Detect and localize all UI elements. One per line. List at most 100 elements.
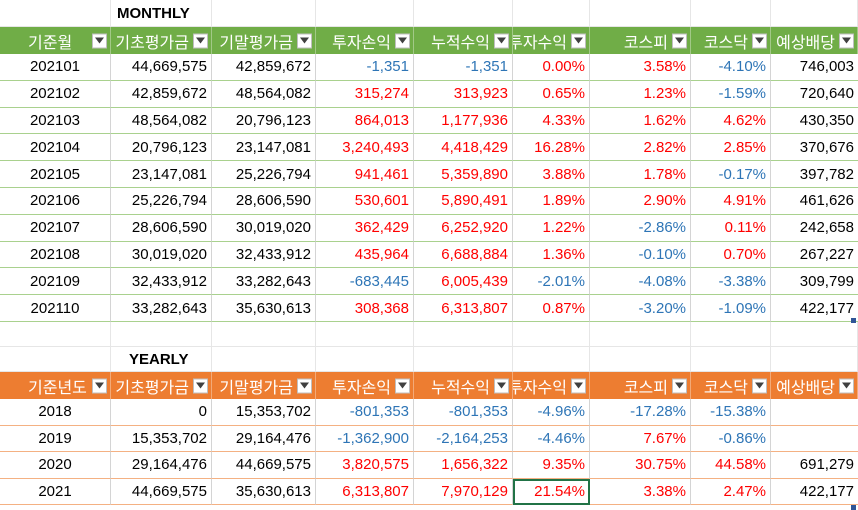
table-cell[interactable]: 267,227 [771,242,858,269]
table-cell[interactable]: -4.46% [513,425,590,452]
cell[interactable] [771,347,858,372]
table-cell[interactable]: -4.96% [513,399,590,426]
column-header[interactable]: 투자수익 [513,372,590,399]
table-cell[interactable]: 42,859,672 [212,54,316,81]
table-cell[interactable]: -2,164,253 [414,425,513,452]
filter-dropdown-icon[interactable] [297,33,312,48]
cell[interactable] [212,0,316,27]
table-cell[interactable]: 202105 [0,161,111,188]
filter-dropdown-icon[interactable] [193,378,208,393]
table-cell[interactable]: 25,226,794 [111,188,212,215]
cell[interactable] [590,322,691,347]
table-cell[interactable]: 2020 [0,452,111,479]
table-cell[interactable]: 1,656,322 [414,452,513,479]
table-cell[interactable]: 4.62% [691,107,771,135]
table-cell[interactable]: -1,351 [414,54,513,81]
table-cell[interactable]: -0.86% [691,425,771,452]
table-cell[interactable]: 746,003 [771,54,858,81]
cell[interactable]: MONTHLY [111,0,212,27]
filter-dropdown-icon[interactable] [752,33,767,48]
table-cell[interactable]: 5,359,890 [414,161,513,188]
table-cell[interactable]: 6,005,439 [414,268,513,296]
table-cell[interactable]: 202101 [0,54,111,81]
filter-dropdown-icon[interactable] [839,378,854,393]
table-cell[interactable]: -3.20% [590,295,691,322]
table-cell[interactable]: -4.10% [691,54,771,81]
table-cell[interactable]: 3.88% [513,161,590,188]
cell[interactable] [414,347,513,372]
table-cell[interactable]: 397,782 [771,161,858,188]
table-cell[interactable]: 33,282,643 [212,268,316,296]
table-cell[interactable]: 435,964 [316,241,414,269]
column-header[interactable]: 코스피 [590,372,691,399]
table-cell[interactable]: 20,796,123 [212,107,316,135]
cell[interactable] [771,322,858,347]
table-cell[interactable]: 202104 [0,134,111,162]
filter-dropdown-icon[interactable] [839,33,854,48]
filter-dropdown-icon[interactable] [494,378,509,393]
table-cell[interactable]: 0.87% [513,295,590,322]
table-cell[interactable]: 362,429 [316,214,414,242]
table-cell[interactable]: -0.17% [691,161,771,188]
filter-dropdown-icon[interactable] [395,378,410,393]
cell[interactable] [513,0,590,27]
table-cell[interactable]: 1,177,936 [414,107,513,135]
table-cell[interactable]: 3.58% [590,54,691,81]
table-cell[interactable]: 0.70% [691,241,771,269]
table-cell[interactable]: 5,890,491 [414,188,513,215]
column-header[interactable]: 코스닥 [691,372,771,399]
column-header[interactable]: 기준월 [0,27,111,54]
table-cell[interactable]: 35,630,613 [212,295,316,322]
column-header[interactable]: 기말평가금 [212,372,316,399]
cell[interactable] [691,0,771,27]
column-header[interactable]: 누적수익 [414,27,513,54]
filter-dropdown-icon[interactable] [92,378,107,393]
table-cell[interactable]: 30,019,020 [212,214,316,242]
table-cell[interactable]: -801,353 [414,399,513,426]
table-cell[interactable]: 0.00% [513,54,590,81]
table-cell[interactable]: 4,418,429 [414,134,513,162]
cell[interactable] [691,322,771,347]
table-cell[interactable]: 202109 [0,268,111,296]
table-cell[interactable]: 2.47% [691,478,771,505]
table-cell[interactable]: 530,601 [316,188,414,215]
table-cell[interactable]: 313,923 [414,80,513,108]
table-cell[interactable]: 21.54% [513,478,590,505]
table-cell[interactable]: 1.78% [590,161,691,188]
filter-dropdown-icon[interactable] [571,33,586,48]
table-cell[interactable]: -1.09% [691,295,771,322]
table-cell[interactable]: 309,799 [771,268,858,296]
cell[interactable] [316,347,414,372]
table-cell[interactable] [771,399,858,426]
table-cell[interactable]: -17.28% [590,399,691,426]
table-cell[interactable]: 370,676 [771,134,858,162]
table-cell[interactable]: 691,279 [771,452,858,479]
table-cell[interactable]: 202108 [0,241,111,269]
table-cell[interactable]: 48,564,082 [212,80,316,108]
cell[interactable] [0,347,111,372]
table-cell[interactable]: -1,351 [316,54,414,81]
table-cell[interactable]: 1.22% [513,214,590,242]
table-cell[interactable]: -1,362,900 [316,425,414,452]
table-cell[interactable]: 308,368 [316,295,414,322]
filter-dropdown-icon[interactable] [672,33,687,48]
table-cell[interactable]: 44.58% [691,452,771,479]
table-cell[interactable]: 48,564,082 [111,107,212,135]
table-cell[interactable] [771,426,858,452]
cell[interactable] [414,322,513,347]
cell[interactable]: YEARLY [111,347,212,372]
table-cell[interactable]: -683,445 [316,268,414,296]
table-cell[interactable]: 23,147,081 [212,134,316,162]
table-cell[interactable]: 4.33% [513,107,590,135]
filter-dropdown-icon[interactable] [752,378,767,393]
table-cell[interactable]: 2.85% [691,134,771,162]
table-cell[interactable]: 32,433,912 [111,268,212,296]
filter-dropdown-icon[interactable] [571,378,586,393]
table-cell[interactable]: 941,461 [316,161,414,188]
table-cell[interactable]: 28,606,590 [111,214,212,242]
table-cell[interactable]: 1.36% [513,241,590,269]
table-cell[interactable]: 3,240,493 [316,134,414,162]
cell[interactable] [691,347,771,372]
table-cell[interactable]: 7,970,129 [414,478,513,505]
cell[interactable] [590,347,691,372]
